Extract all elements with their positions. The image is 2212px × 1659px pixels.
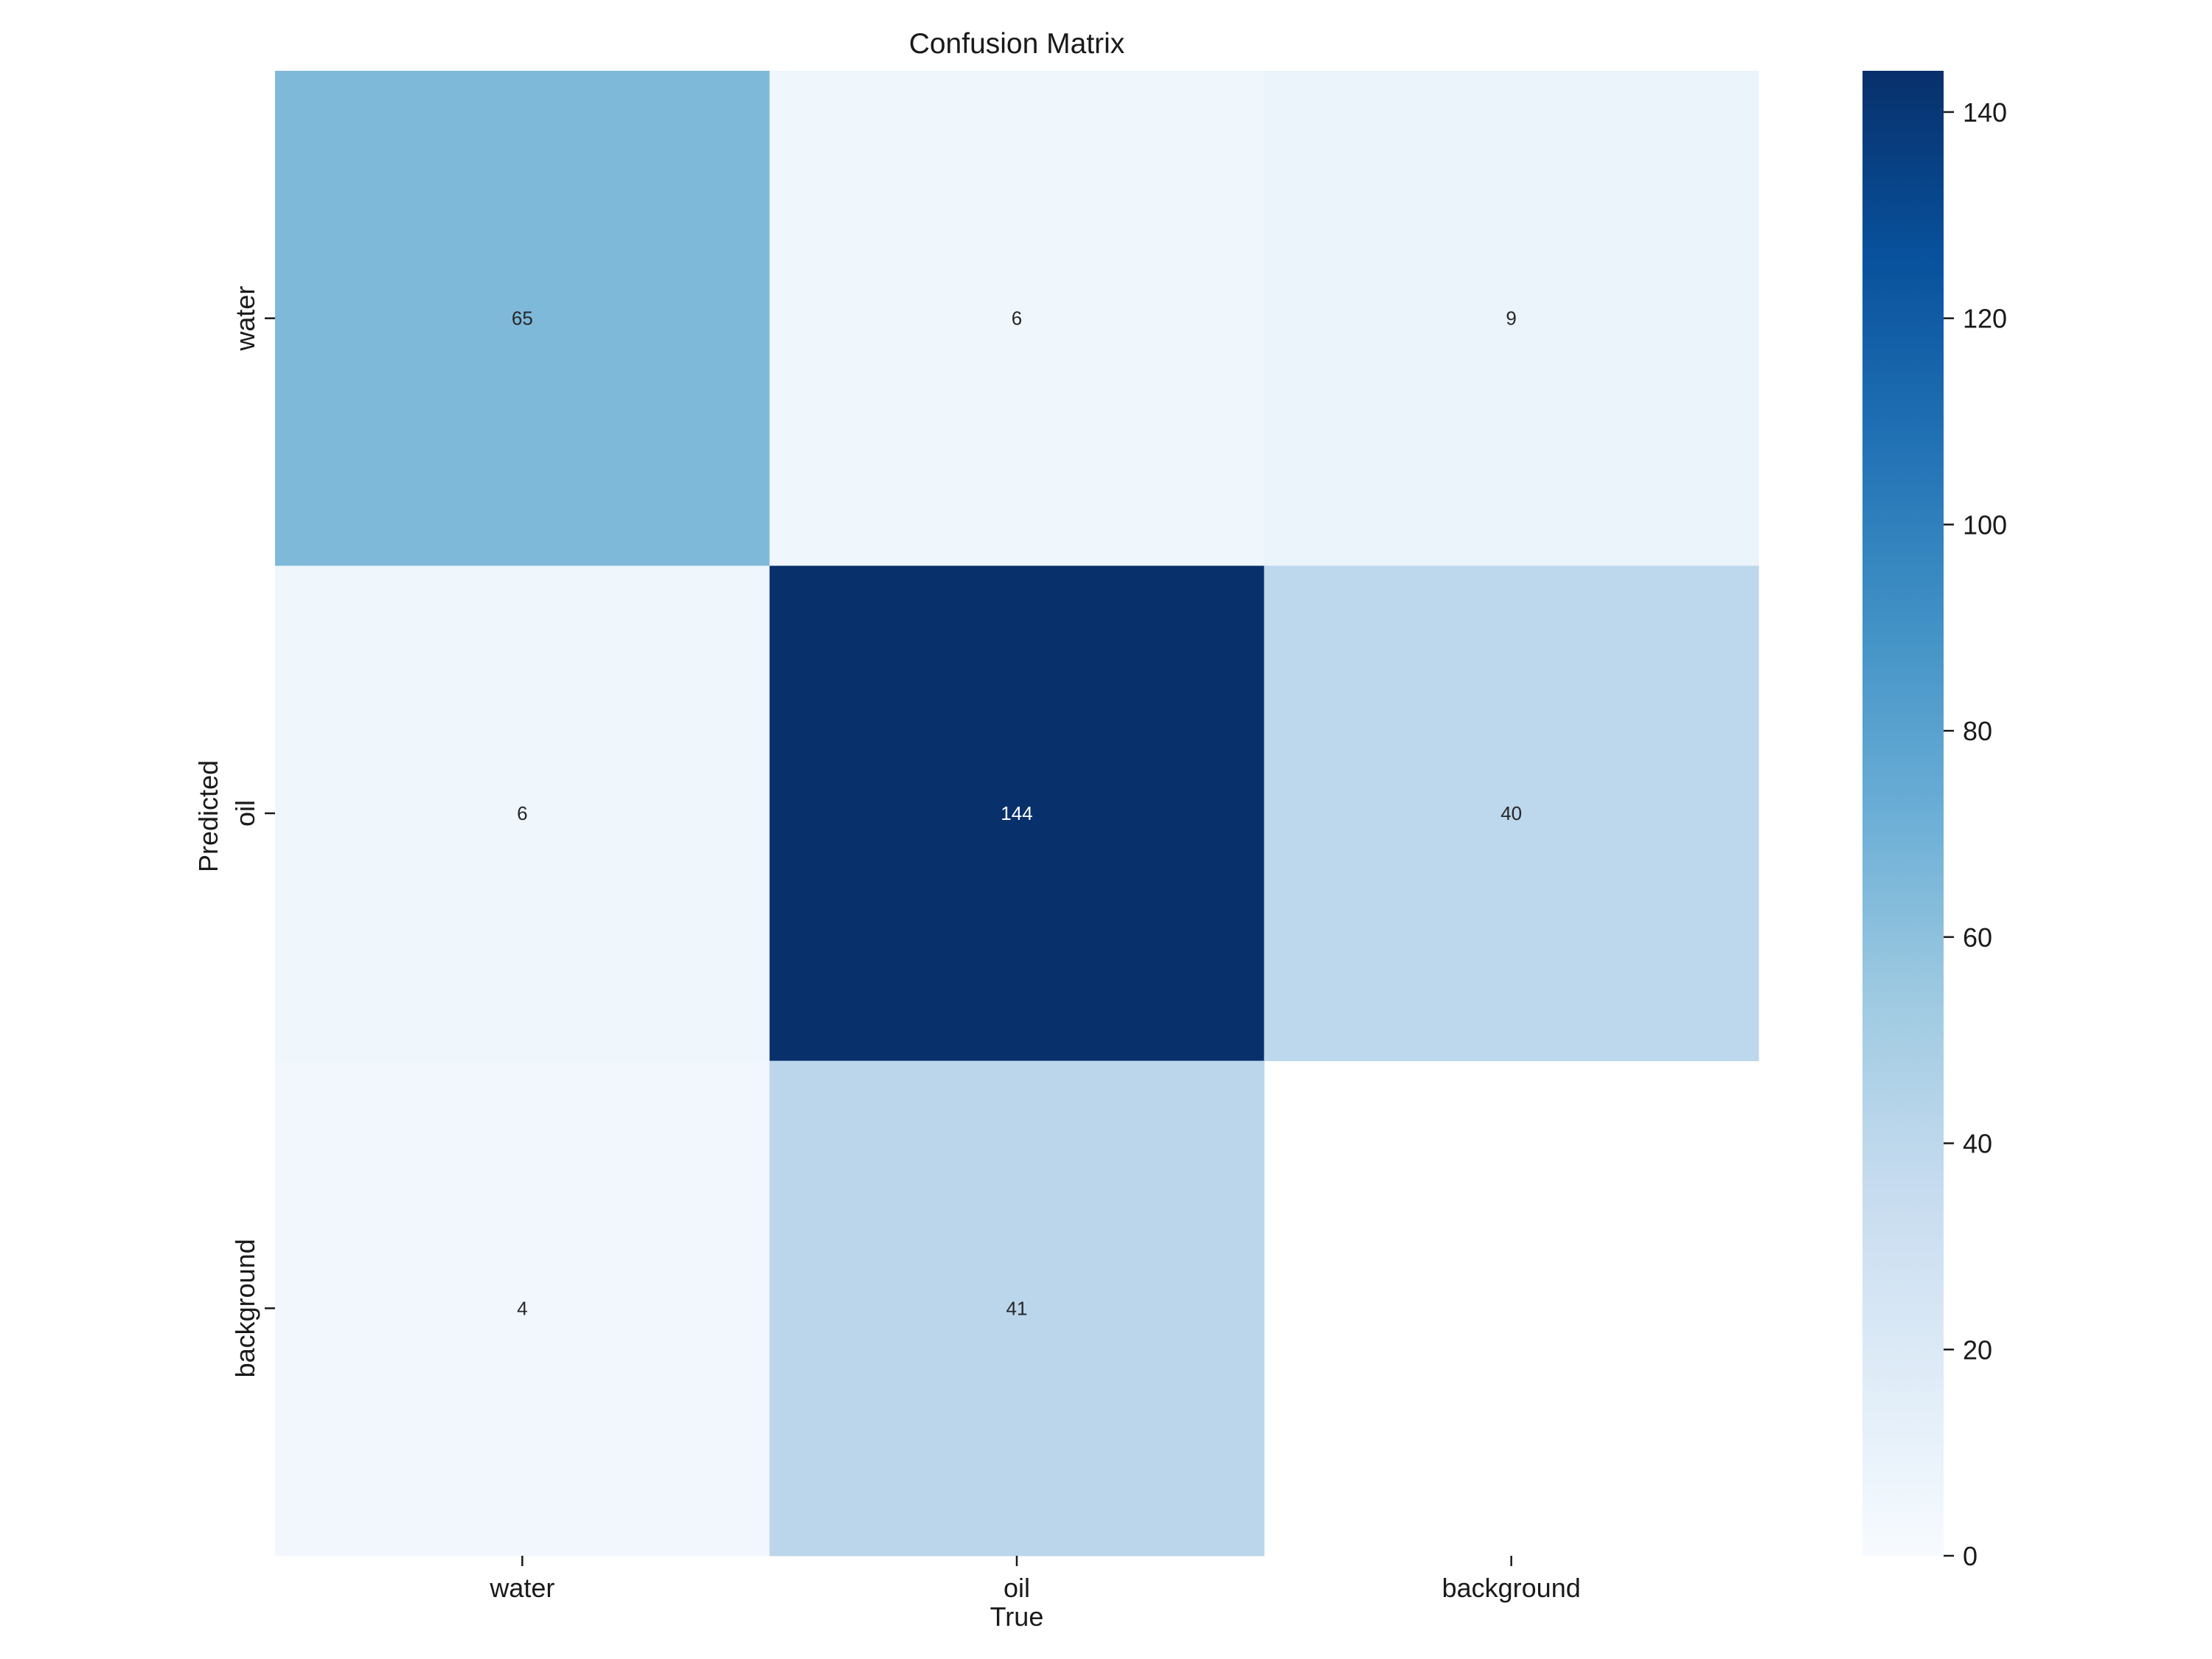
colorbar-tick-label: 100 xyxy=(1963,509,2007,540)
x-tick-label: background xyxy=(1442,1573,1581,1603)
heatmap-cell xyxy=(769,566,1265,1062)
chart-title: Confusion Matrix xyxy=(909,28,1125,60)
colorbar-tick-label: 120 xyxy=(1963,304,2007,334)
cell-value-label: 144 xyxy=(1001,802,1032,824)
colorbar-tick-label: 80 xyxy=(1963,716,1992,746)
cell-value-label: 4 xyxy=(517,1297,527,1319)
heatmap-cell xyxy=(769,71,1265,566)
y-tick-label: water xyxy=(230,286,260,352)
heatmap-cell xyxy=(1264,566,1759,1062)
colorbar-gradient xyxy=(1863,71,1944,1556)
colorbar: 0 20 40 60 80 100 120 140 xyxy=(1863,71,2007,1571)
cell-value-label: 65 xyxy=(512,307,533,330)
colorbar-tick-label: 140 xyxy=(1963,97,2007,128)
y-tick-label: background xyxy=(230,1239,260,1377)
x-axis-label: True xyxy=(990,1601,1044,1632)
heatmap-cells xyxy=(275,71,1759,1557)
colorbar-tick-label: 20 xyxy=(1963,1335,1992,1365)
colorbar-tick-label: 40 xyxy=(1963,1129,1992,1159)
x-axis: water oil background xyxy=(489,1556,1581,1603)
heatmap-cell xyxy=(275,1060,771,1557)
y-axis-label: Predicted xyxy=(193,760,223,872)
heatmap-cell xyxy=(1264,71,1759,566)
heatmap-cell xyxy=(769,1060,1265,1557)
colorbar-tick-label: 60 xyxy=(1963,922,1992,953)
x-tick-label: water xyxy=(489,1573,554,1603)
heatmap-cell xyxy=(275,566,771,1062)
cell-value-label: 6 xyxy=(517,802,527,824)
cell-value-label: 9 xyxy=(1506,307,1516,330)
x-tick-label: oil xyxy=(1004,1573,1030,1603)
heatmap-cell xyxy=(275,71,771,566)
colorbar-tick-label: 0 xyxy=(1963,1541,1978,1571)
cell-value-label: 41 xyxy=(1006,1297,1028,1319)
heatmap-cell-labels: 65 6 9 6 144 40 4 41 xyxy=(512,307,1522,1320)
cell-value-label: 6 xyxy=(1012,307,1022,330)
y-tick-label: oil xyxy=(230,800,260,827)
cell-value-label: 40 xyxy=(1500,802,1522,824)
y-axis: water oil background xyxy=(230,286,275,1377)
